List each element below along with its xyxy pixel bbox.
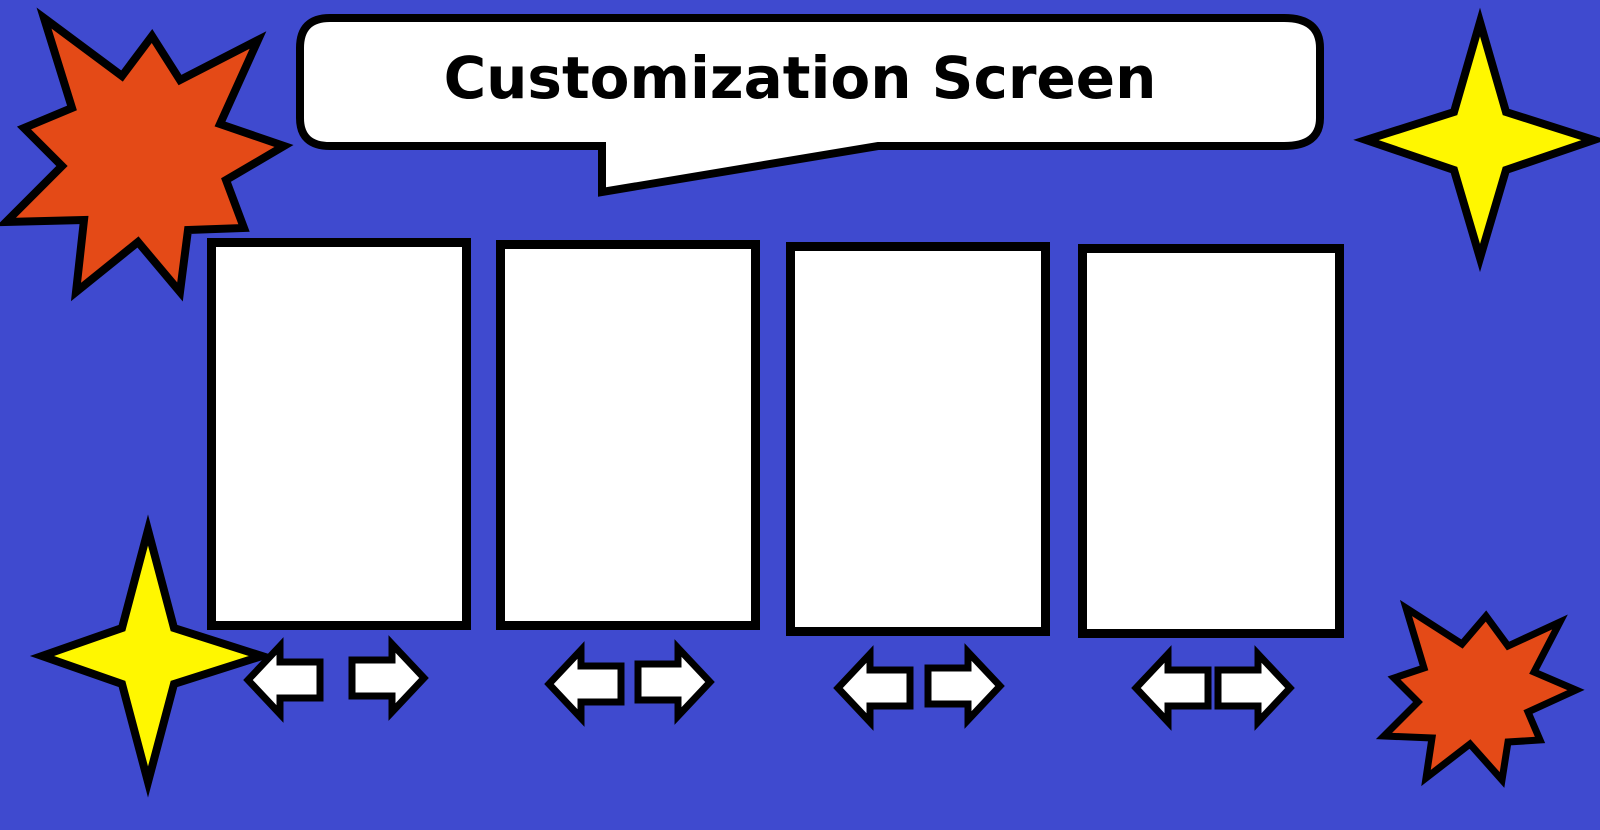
arrow-right-icon	[1214, 645, 1295, 731]
page-title: Customization Screen	[443, 44, 1157, 112]
arrow-right-icon	[348, 635, 429, 721]
slot-2-next-button[interactable]	[632, 639, 715, 725]
slot-1-prev-button[interactable]	[243, 637, 326, 723]
slot-3-next-button[interactable]	[922, 643, 1005, 729]
slot-1-next-button[interactable]	[346, 635, 429, 721]
customization-slot-2[interactable]	[496, 240, 760, 630]
burst-icon	[0, 7, 294, 302]
burst-icon	[1375, 599, 1585, 788]
speech-bubble	[296, 14, 1324, 197]
arrow-left-icon	[833, 645, 914, 731]
arrow-left-icon	[544, 641, 625, 727]
slot-4-prev-button[interactable]	[1131, 645, 1214, 731]
star-icon	[1353, 7, 1600, 273]
arrow-left-icon	[1131, 645, 1212, 731]
star-icon	[29, 514, 276, 798]
customization-slot-3[interactable]	[786, 242, 1050, 636]
slot-2-prev-button[interactable]	[544, 641, 627, 727]
arrow-left-icon	[243, 637, 324, 723]
arrow-right-icon	[634, 639, 715, 725]
arrow-right-icon	[924, 643, 1005, 729]
slot-4-next-button[interactable]	[1212, 645, 1295, 731]
slot-3-prev-button[interactable]	[833, 645, 916, 731]
customization-slot-4[interactable]	[1078, 244, 1344, 638]
customization-slot-1[interactable]	[207, 238, 471, 630]
